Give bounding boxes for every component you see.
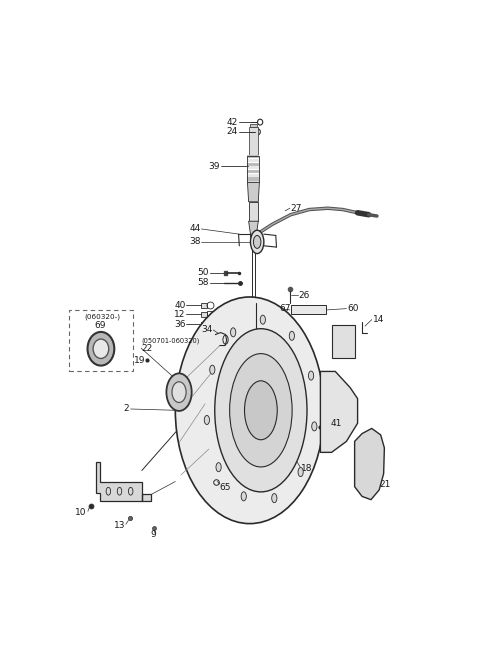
Text: 34: 34: [201, 325, 213, 335]
Text: 26: 26: [298, 291, 310, 300]
Circle shape: [298, 468, 303, 477]
Ellipse shape: [93, 339, 109, 358]
Bar: [248, 166, 259, 169]
Circle shape: [251, 230, 264, 254]
Text: 69: 69: [94, 321, 106, 330]
Text: 36: 36: [174, 319, 186, 329]
Text: 12: 12: [174, 310, 186, 319]
Ellipse shape: [172, 382, 186, 403]
Bar: [248, 170, 259, 173]
Text: 14: 14: [372, 315, 384, 324]
Circle shape: [289, 331, 294, 340]
Text: 24: 24: [227, 127, 238, 136]
Bar: [248, 181, 259, 184]
Ellipse shape: [244, 381, 277, 440]
Circle shape: [253, 236, 261, 249]
Ellipse shape: [175, 297, 324, 523]
Text: (050701-060320): (050701-060320): [141, 337, 200, 344]
Circle shape: [241, 492, 246, 501]
Circle shape: [260, 315, 265, 324]
Bar: [248, 163, 259, 166]
Bar: [201, 322, 206, 327]
Text: 13: 13: [114, 521, 125, 530]
Text: 40: 40: [174, 301, 186, 310]
Circle shape: [230, 328, 236, 337]
Bar: [290, 306, 326, 314]
Text: 19: 19: [134, 356, 145, 365]
Circle shape: [312, 422, 317, 431]
Bar: [249, 202, 258, 221]
Text: 44: 44: [190, 224, 201, 234]
Ellipse shape: [168, 377, 189, 405]
Text: 58: 58: [197, 278, 209, 287]
Polygon shape: [355, 428, 384, 500]
Text: 33: 33: [257, 329, 269, 338]
Circle shape: [216, 462, 221, 472]
Circle shape: [272, 493, 277, 502]
Circle shape: [204, 415, 209, 424]
Text: 67: 67: [279, 304, 291, 313]
Polygon shape: [248, 182, 259, 202]
Bar: [248, 159, 259, 162]
Text: 10: 10: [75, 508, 87, 517]
Text: 21: 21: [379, 480, 391, 489]
Text: 50: 50: [197, 268, 209, 277]
Ellipse shape: [87, 332, 114, 365]
Bar: [250, 124, 257, 127]
Ellipse shape: [167, 373, 192, 411]
Bar: [225, 271, 227, 275]
Bar: [248, 156, 259, 182]
Bar: [201, 312, 207, 317]
Bar: [248, 155, 259, 158]
Circle shape: [210, 365, 215, 374]
Ellipse shape: [229, 354, 292, 467]
Text: 22: 22: [141, 344, 152, 353]
Text: 42: 42: [227, 117, 238, 127]
Text: 39: 39: [208, 161, 220, 171]
Text: 41: 41: [331, 419, 342, 428]
Polygon shape: [321, 371, 358, 453]
Text: 2: 2: [123, 405, 129, 413]
Bar: [248, 177, 259, 180]
FancyBboxPatch shape: [332, 325, 355, 358]
Text: (060320-): (060320-): [85, 313, 121, 319]
Bar: [201, 303, 207, 308]
Polygon shape: [96, 462, 151, 501]
Ellipse shape: [215, 329, 307, 492]
Text: 16: 16: [344, 329, 355, 338]
Text: 9: 9: [151, 530, 156, 539]
Bar: [248, 174, 259, 177]
Bar: [249, 127, 258, 156]
Text: 60: 60: [347, 304, 359, 313]
Text: 18: 18: [301, 464, 312, 473]
Text: 27: 27: [290, 204, 301, 213]
Text: 38: 38: [189, 237, 201, 247]
Circle shape: [309, 371, 313, 380]
Text: 65: 65: [219, 483, 231, 493]
Polygon shape: [249, 221, 258, 234]
